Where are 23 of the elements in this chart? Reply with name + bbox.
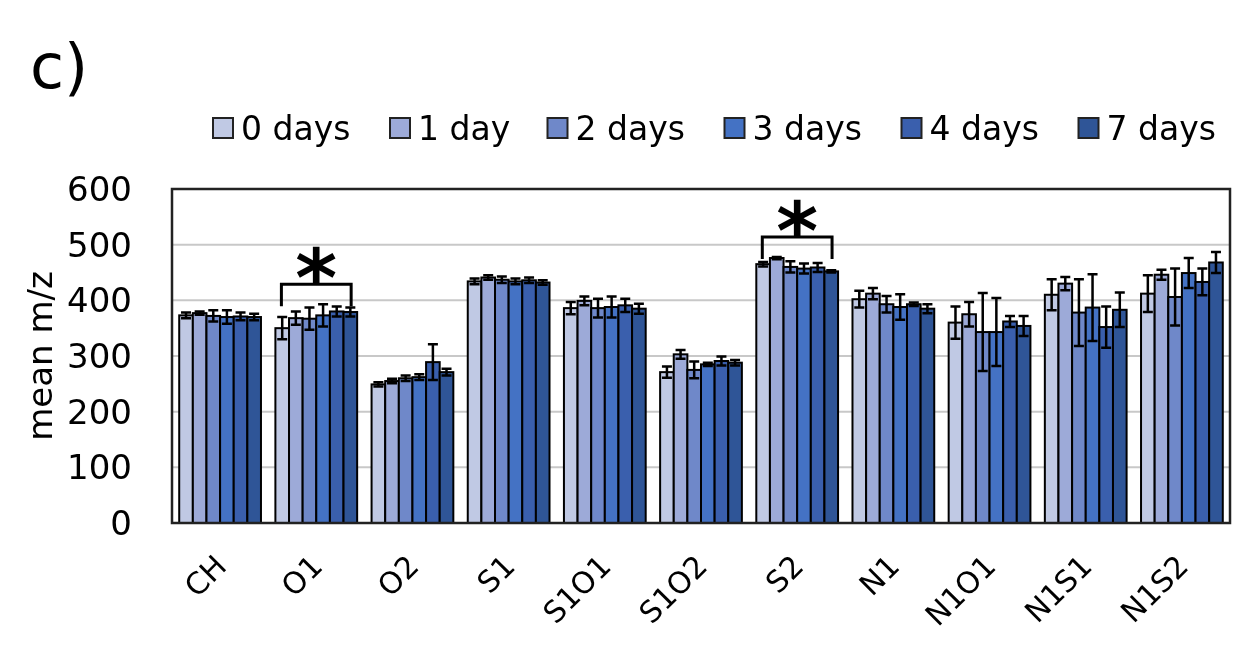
x-tick-label: O2 xyxy=(370,548,426,604)
legend-label: 2 days xyxy=(575,109,685,148)
y-tick-label: 200 xyxy=(67,391,132,432)
x-tick-label: CH xyxy=(177,548,234,604)
x-tick-label: O1 xyxy=(274,548,330,604)
y-tick-label: 600 xyxy=(67,169,132,209)
x-tick-label: S2 xyxy=(758,548,811,600)
chart-title: c) xyxy=(30,30,89,103)
y-tick-label: 400 xyxy=(67,280,132,321)
annotation: * xyxy=(295,232,338,326)
y-tick-label: 0 xyxy=(110,503,132,543)
x-tick-label: N1 xyxy=(852,548,907,603)
legend-label: 3 days xyxy=(752,109,862,148)
y-axis-title: mean m/z xyxy=(20,271,60,441)
x-tick-label: S1 xyxy=(469,548,522,600)
legend-label: 1 day xyxy=(418,109,511,148)
y-tick-label: 100 xyxy=(67,447,132,488)
y-tick-label: 300 xyxy=(67,336,132,376)
annotation: * xyxy=(776,184,819,278)
legend-label: 0 days xyxy=(241,109,351,148)
y-tick-label: 500 xyxy=(67,224,132,265)
legend-label: 7 days xyxy=(1106,109,1216,148)
legend-label: 4 days xyxy=(929,109,1039,148)
